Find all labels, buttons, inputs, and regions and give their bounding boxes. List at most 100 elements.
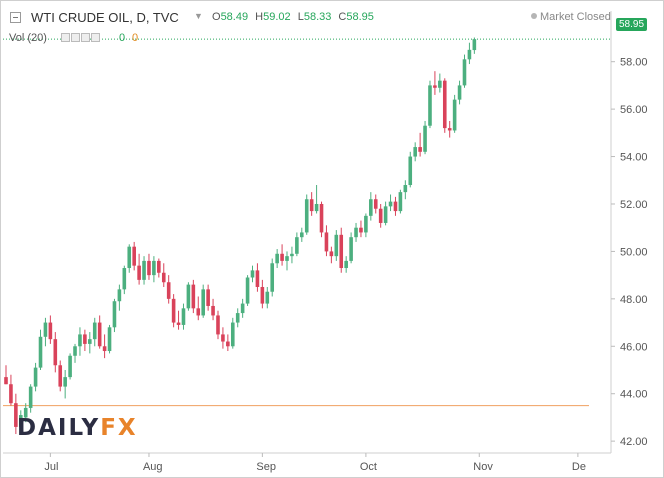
candle-body [18,415,23,427]
candle-body [68,355,72,378]
candle-body [206,289,210,306]
candle-body [447,128,452,131]
price-tick-label: 54.00 [620,152,648,164]
candle-body [63,377,67,387]
time-tick-label: Jul [44,461,58,473]
ohlc-close-value: 58.95 [346,11,374,23]
time-tick-label: Nov [473,461,493,473]
candle-body [438,80,442,88]
candle-body [339,234,344,269]
candle-body [393,201,398,212]
candle-body [161,272,166,283]
time-tick-label: De [572,461,586,473]
candle-body [43,322,48,337]
candle-body [349,237,353,261]
candle-body [28,386,33,408]
candle-body [398,192,403,212]
price-tick-label: 50.00 [620,246,648,258]
candle-body [112,301,117,328]
candle-body [418,147,422,152]
candle-body [354,227,358,238]
volume-label[interactable]: Vol (20) [9,32,47,44]
chevron-down-icon[interactable]: ▼ [194,11,203,21]
candle-body [58,365,63,387]
candle-body [250,270,255,278]
candle-body [78,334,82,347]
close-icon[interactable] [91,33,100,42]
ohlc-low-value: 58.33 [303,11,332,23]
last-price-badge: 58.95 [616,18,648,31]
candle-body [442,80,447,129]
candle-body [176,322,181,325]
candle-body [137,265,141,280]
volume-value-a: 0 [119,32,126,44]
symbol-title[interactable]: WTI CRUDE OIL, D, TVC [31,10,179,25]
candle-body [186,284,191,309]
candle-body [92,322,97,340]
price-tick-label: 42.00 [620,436,648,448]
time-tick-label: Oct [360,461,377,473]
candle-body [467,49,472,60]
candle-body [107,327,112,352]
candle-body [472,39,477,51]
volume-value-b: 0 [132,32,139,44]
candle-body [383,206,388,223]
eye-icon[interactable] [81,33,90,42]
candle-body [117,289,122,302]
candle-body [452,99,457,131]
candle-body [122,268,127,290]
price-tick-label: 58.00 [620,57,648,69]
candle-body [201,289,205,316]
price-tick-label: 52.00 [620,199,648,211]
candle-body [462,59,467,86]
candle-body [230,322,235,347]
candle-body [428,85,432,126]
candle-body [265,291,270,304]
candle-body [102,346,107,352]
candle-body [423,125,427,152]
candle-body [260,286,265,304]
candle-body [344,260,348,269]
candle-body [33,367,38,387]
ohlc-high-key: H [255,11,264,23]
candle-body [196,308,201,316]
collapse-toggle[interactable] [10,12,21,23]
dailyfx-logo: DAILYFX [17,415,138,441]
candle-body [270,263,275,292]
price-tick-label: 44.00 [620,389,648,401]
candle-body [23,407,28,418]
chevron-down-icon[interactable] [61,33,70,42]
candle-body [413,147,417,157]
candle-body [408,156,413,186]
ohlc-open-key: O [212,11,221,23]
ohlc-high-value: 59.02 [263,11,291,23]
candle-body [334,234,339,257]
candle-body [4,377,8,385]
candle-body [285,256,289,261]
candle-body [171,298,176,323]
candle-body [324,232,329,252]
settings-icon[interactable] [71,33,80,42]
candle-body [433,85,437,88]
candle-body [319,203,324,233]
candle-body [211,305,215,316]
candle-body [221,334,225,342]
candle-body [290,253,294,257]
candle-body [142,260,146,280]
candle-body [191,284,196,309]
candle-body [132,246,136,266]
candle-body [83,334,87,344]
logo-part-fx: FX [100,415,138,441]
candle-body [240,303,245,314]
candle-body [304,199,309,233]
ohlc-low-key: L [297,11,304,23]
price-tick-label: 48.00 [620,294,648,306]
time-tick-label: Aug [143,461,163,473]
candle-body [38,336,43,368]
candle-body [97,322,102,347]
candle-body [245,277,250,304]
candle-body [314,203,319,212]
ohlc-readout: O58.49 H59.02 L58.33 C58.95 [208,11,374,23]
